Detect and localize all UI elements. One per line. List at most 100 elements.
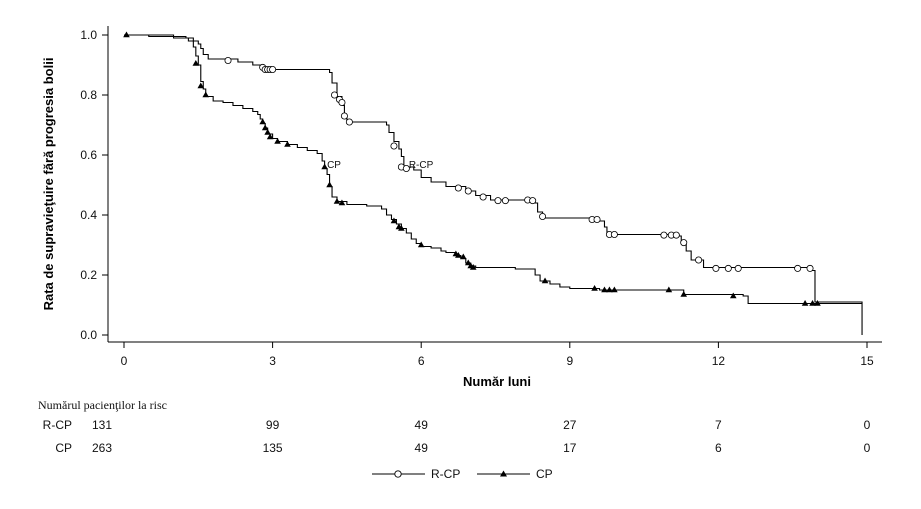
censor-mark (261, 124, 269, 131)
censor-mark (665, 286, 673, 293)
censor-mark (259, 118, 266, 125)
legend-item-rcp: R-CP (372, 467, 460, 481)
series-cp (123, 31, 863, 306)
x-tick-label: 0 (121, 354, 128, 368)
censor-mark (454, 184, 462, 192)
censor-mark (610, 230, 618, 238)
curve-annotation: CP (327, 160, 341, 171)
risk-count: 135 (263, 441, 283, 455)
censor-mark (611, 286, 618, 293)
survival-curve-cp (124, 34, 863, 305)
censor-mark (729, 292, 737, 299)
censor-mark (801, 300, 809, 306)
risk-row-label: CP (55, 441, 72, 455)
censor-mark (338, 99, 346, 107)
y-tick-label: 0.0 (80, 328, 97, 342)
censor-mark (591, 285, 598, 291)
x-tick-label: 9 (566, 354, 573, 368)
censor-mark (460, 253, 467, 260)
censor-mark (402, 164, 410, 172)
censor-mark (123, 31, 130, 38)
censor-mark (479, 193, 487, 201)
legend-label-rcp: R-CP (431, 467, 460, 481)
censor-mark (197, 82, 205, 89)
risk-count: 17 (563, 441, 577, 455)
censor-mark (398, 225, 405, 231)
risk-count: 99 (266, 418, 280, 432)
y-tick-label: 0.8 (80, 88, 97, 102)
risk-table: Numărul pacienţilor la risc R-CP 131 99 49 2… (38, 398, 871, 455)
censor-mark (680, 239, 688, 247)
y-tick-label: 0.2 (80, 268, 97, 282)
y-axis-label: Rata de supravieţuire fără progresia bol… (41, 58, 56, 311)
censor-mark (464, 259, 472, 266)
legend-triangle-marker-icon (500, 470, 507, 477)
censor-mark (326, 181, 333, 188)
censor-mark (264, 129, 271, 135)
censor-mark (321, 163, 328, 170)
x-axis-label: Număr luni (463, 374, 531, 389)
censor-mark (672, 231, 680, 239)
censor-mark (390, 217, 398, 224)
censor-mark (806, 264, 814, 272)
survival-curve-r-cp (124, 34, 863, 335)
censor-mark (660, 231, 668, 239)
censor-mark (345, 118, 353, 126)
risk-row-label: R-CP (43, 418, 72, 432)
censor-mark (224, 57, 232, 65)
censor-mark (331, 91, 339, 99)
legend-label-cp: CP (536, 467, 553, 481)
censor-mark (338, 199, 346, 206)
y-tick-label: 1.0 (80, 28, 97, 42)
censor-mark (202, 91, 210, 98)
legend-item-cp: CP (477, 467, 553, 481)
censor-mark (712, 264, 720, 272)
censor-mark (464, 187, 472, 195)
censor-mark (284, 141, 291, 147)
censor-mark (274, 138, 281, 144)
risk-count: 0 (864, 418, 871, 432)
legend: R-CP CP (372, 467, 553, 481)
y-tick-label: 0.4 (80, 208, 97, 222)
censor-mark (529, 197, 537, 205)
x-ticks: 0 3 6 9 12 15 (121, 342, 874, 368)
curves (123, 31, 863, 335)
censor-mark (455, 252, 462, 258)
censor-mark (390, 142, 398, 150)
curve-annotation: R-CP (409, 160, 434, 171)
censor-mark (541, 277, 549, 284)
risk-count: 131 (92, 418, 112, 432)
censor-mark (593, 215, 601, 223)
risk-count: 49 (415, 418, 429, 432)
censor-mark (814, 300, 821, 306)
censor-mark (469, 264, 477, 270)
risk-count: 49 (415, 441, 429, 455)
censor-mark (794, 264, 802, 272)
censor-mark (724, 264, 732, 272)
annotations: CP R-CP (327, 160, 434, 171)
censor-mark (680, 291, 688, 297)
censor-mark (501, 197, 509, 205)
risk-count: 7 (715, 418, 722, 432)
censor-mark (601, 286, 608, 293)
x-tick-label: 15 (860, 354, 874, 368)
risk-count: 6 (715, 441, 722, 455)
censor-mark (192, 60, 200, 66)
y-tick-label: 0.6 (80, 148, 97, 162)
censor-mark (333, 198, 341, 204)
censor-mark (734, 264, 742, 272)
censor-mark (494, 197, 502, 205)
censor-mark (417, 241, 425, 248)
legend-circle-marker-icon (394, 470, 402, 478)
censor-mark (539, 212, 547, 220)
risk-count: 0 (864, 441, 871, 455)
axes: 0.0 0.2 0.4 0.6 0.8 1.0 0 3 6 9 12 15 Rata de supr… (41, 26, 882, 389)
censor-mark (695, 256, 703, 264)
series-r-cp (124, 34, 863, 335)
censor-mark (269, 66, 277, 74)
censor-mark (340, 112, 348, 120)
censor-mark (606, 286, 613, 293)
risk-count: 263 (92, 441, 112, 455)
x-tick-label: 6 (418, 354, 425, 368)
